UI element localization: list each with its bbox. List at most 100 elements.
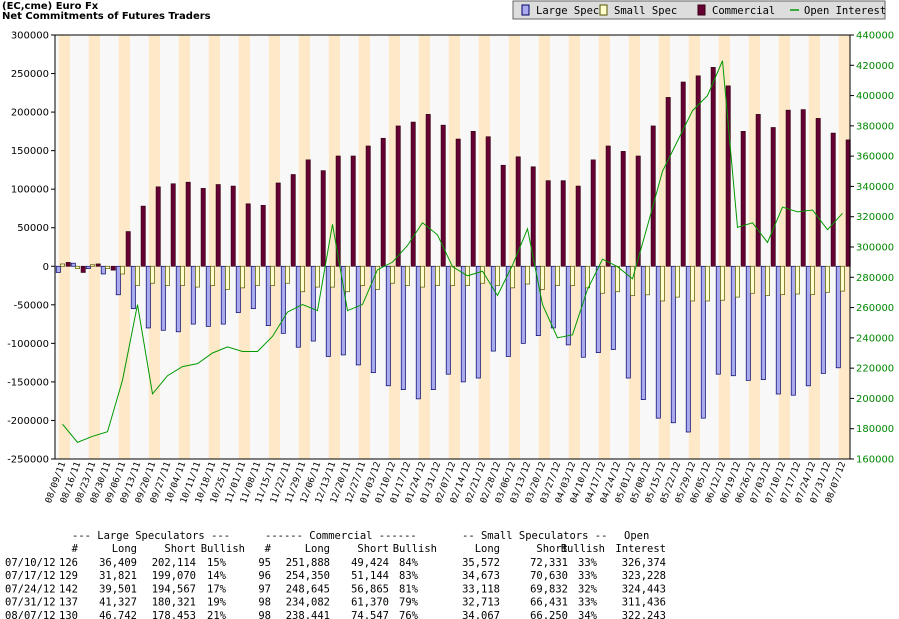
- table-cell: 34,673: [462, 570, 500, 582]
- bar: [755, 114, 761, 267]
- bar: [640, 265, 646, 400]
- table-cell: 69,832: [530, 583, 568, 595]
- bar: [685, 265, 691, 433]
- band: [448, 35, 460, 459]
- table-cell: 19%: [207, 597, 227, 609]
- bar: [355, 265, 361, 366]
- table-cell: 39,501: [99, 583, 137, 595]
- table-cell: 33%: [578, 597, 598, 609]
- bar: [705, 265, 710, 302]
- bar: [745, 265, 751, 381]
- band: [478, 35, 490, 459]
- bar: [485, 136, 491, 267]
- table-cell: 98: [258, 610, 271, 619]
- bar: [750, 265, 755, 294]
- bar: [75, 265, 80, 269]
- table-header: Long: [475, 543, 500, 555]
- band: [718, 35, 730, 459]
- bar: [100, 265, 106, 275]
- bar: [495, 265, 500, 286]
- y2-tick-label: 180000: [856, 424, 894, 435]
- table-group: -- Small Speculators --: [462, 530, 607, 542]
- bar: [105, 265, 110, 269]
- table-cell: 34%: [578, 610, 598, 619]
- band: [808, 35, 820, 459]
- bar: [460, 265, 466, 383]
- bar: [220, 265, 226, 325]
- band: [568, 35, 580, 459]
- bar: [600, 265, 605, 294]
- y2-tick-label: 160000: [856, 455, 894, 466]
- bar: [530, 166, 536, 267]
- table-cell: 34,067: [462, 610, 500, 619]
- table-cell: 254,350: [286, 570, 330, 582]
- table-cell: 33,118: [462, 583, 500, 595]
- table-cell: 311,436: [622, 597, 666, 609]
- bar: [420, 265, 425, 288]
- bar: [650, 125, 656, 267]
- legend-label: Open Interest: [804, 5, 886, 17]
- bar: [450, 265, 455, 286]
- y-tick-label: -150000: [7, 377, 49, 388]
- table-cell: 15%: [207, 557, 227, 569]
- bar: [85, 265, 91, 269]
- bar: [55, 265, 61, 273]
- bar: [150, 265, 155, 284]
- y2-tick-label: 200000: [856, 394, 894, 405]
- bar: [425, 114, 431, 267]
- bar: [830, 132, 836, 267]
- table-cell: 95: [258, 557, 271, 569]
- bar: [230, 185, 236, 267]
- table-cell: 81%: [399, 583, 419, 595]
- bar: [160, 265, 166, 331]
- table-header: Short: [357, 543, 389, 555]
- bar: [400, 265, 406, 390]
- bar: [250, 265, 256, 310]
- table-group: --- Large Speculators ---: [72, 530, 230, 542]
- bar: [635, 155, 641, 267]
- bar: [520, 265, 526, 344]
- table-cell: 72,331: [530, 557, 568, 569]
- bar: [345, 265, 350, 293]
- bar: [665, 97, 671, 267]
- table-cell: 137: [59, 597, 78, 609]
- table-header: Bullish: [393, 543, 437, 555]
- bar: [255, 265, 260, 286]
- table-cell: 194,567: [152, 583, 196, 595]
- band: [178, 35, 190, 459]
- chart-subtitle: Net Commitments of Futures Traders: [2, 11, 211, 22]
- bar: [365, 145, 371, 267]
- table-cell: 70,630: [530, 570, 568, 582]
- bar: [195, 265, 200, 288]
- table-cell: 84%: [399, 557, 419, 569]
- table-cell: 238,441: [286, 610, 330, 619]
- bar: [405, 265, 410, 286]
- bar: [730, 265, 736, 377]
- bar: [145, 265, 151, 329]
- bar: [430, 265, 436, 390]
- bar: [65, 262, 71, 267]
- y2-tick-label: 400000: [856, 91, 894, 102]
- table-header: #: [72, 543, 79, 555]
- bar: [770, 127, 776, 267]
- bar: [675, 265, 680, 298]
- table-cell: 66,431: [530, 597, 568, 609]
- band: [118, 35, 130, 459]
- bar: [585, 265, 590, 289]
- y-tick-label: 200000: [11, 108, 49, 119]
- bar: [115, 265, 121, 296]
- table-header: Short: [164, 543, 196, 555]
- bar: [140, 205, 146, 267]
- bar: [275, 182, 281, 267]
- table-cell: 31,821: [99, 570, 137, 582]
- y-tick-label: 0: [43, 262, 49, 273]
- bar: [615, 265, 620, 293]
- bar: [155, 186, 161, 267]
- table-cell: 17%: [207, 583, 227, 595]
- y2-tick-label: 300000: [856, 243, 894, 254]
- band: [508, 35, 520, 459]
- y-tick-label: 300000: [11, 31, 49, 42]
- y-tick-label: 250000: [11, 69, 49, 80]
- bar: [445, 265, 451, 375]
- table-cell: 46,742: [99, 610, 137, 619]
